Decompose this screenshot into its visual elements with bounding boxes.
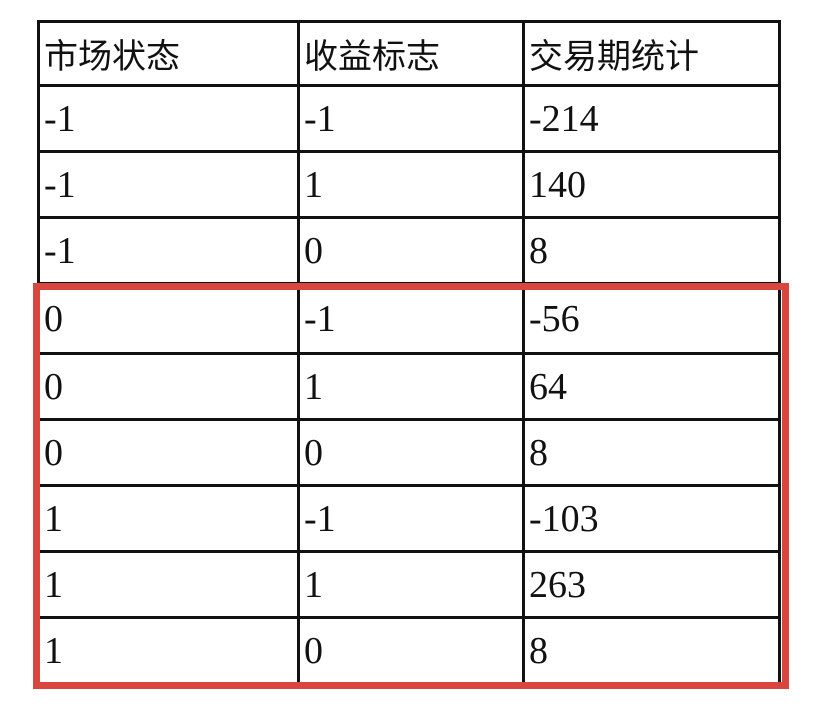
table-cell: 1 [37,487,297,550]
table-cell: 0 [297,421,522,484]
table-cell: 0 [37,421,297,484]
header-cell: 市场状态 [37,23,297,84]
table-cell: -1 [37,87,297,150]
table-cell: 1 [37,553,297,616]
table-row: 1 -1 -103 [37,487,781,553]
table-cell: 1 [297,355,522,418]
table-row: -1 -1 -214 [37,87,781,153]
table-cell: 0 [37,355,297,418]
table-cell: 8 [522,421,781,484]
table-cell: 8 [522,619,781,683]
table-cell: -214 [522,87,781,150]
table-cell: -56 [522,285,781,352]
table-cell: -1 [37,219,297,282]
table-cell: -1 [297,285,522,352]
header-cell: 收益标志 [297,23,522,84]
table-cell: 0 [37,285,297,352]
table-row: -1 1 140 [37,153,781,219]
table-cell: 64 [522,355,781,418]
table-header: 市场状态 收益标志 交易期统计 [37,20,781,87]
table-cell: 263 [522,553,781,616]
table-cell: -1 [297,87,522,150]
table-cell: 1 [297,153,522,216]
table-cell: 1 [37,619,297,683]
table-row: 0 1 64 [37,355,781,421]
table-cell: 0 [297,619,522,683]
table-cell: -1 [37,153,297,216]
table-cell: -1 [297,487,522,550]
table-row: -1 0 8 [37,219,781,285]
table-row: 0 -1 -56 [37,285,781,355]
table-cell: 1 [297,553,522,616]
table-cell: 140 [522,153,781,216]
table-cell: 8 [522,219,781,282]
table-cell: 0 [297,219,522,282]
table-cell: -103 [522,487,781,550]
table-row: 1 1 263 [37,553,781,619]
header-cell: 交易期统计 [522,23,781,84]
